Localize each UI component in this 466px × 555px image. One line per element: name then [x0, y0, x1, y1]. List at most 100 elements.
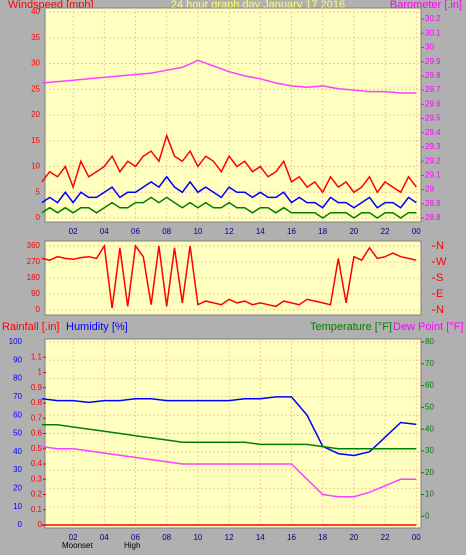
x-tick-label: 10: [193, 227, 202, 236]
y-tick-label: 90: [31, 289, 40, 298]
y-tick-label: 60: [13, 410, 22, 419]
rainfall-label: Rainfall [.in]: [2, 321, 59, 333]
y2-tick-label: W: [436, 256, 447, 268]
y2-tick-label: 40: [425, 424, 434, 433]
x-tick-label: 12: [225, 227, 234, 236]
x-tick-label: 04: [100, 227, 109, 236]
x-tick-label: 14: [256, 227, 265, 236]
x-tick-label: 06: [131, 533, 140, 542]
y2-tick-label: 28.8: [425, 213, 441, 222]
y2-tick-label: 29.6: [425, 99, 441, 108]
x-tick-label: 18: [318, 227, 327, 236]
y2-tick-label: 29.2: [425, 156, 441, 165]
x-tick-label: 14: [256, 533, 265, 542]
series-line: [41, 445, 417, 498]
x-tick-label: 08: [162, 533, 171, 542]
y-tick-label: 0: [18, 520, 23, 529]
x-tick-label: 12: [225, 533, 234, 542]
y2-tick-label: 50: [425, 402, 434, 411]
x-tick-label: 08: [162, 227, 171, 236]
y3-tick-label: 0.4: [31, 459, 43, 468]
y2-tick-label: S: [436, 272, 443, 284]
y3-tick-label: 0: [38, 520, 43, 529]
y2-tick-label: 30.1: [425, 28, 441, 37]
x-tick-label: 20: [349, 533, 358, 542]
y3-tick-label: 0.8: [31, 398, 43, 407]
x-tick-label: 16: [287, 533, 296, 542]
event-label: Moonset: [62, 541, 93, 550]
y-tick-label: 15: [31, 136, 40, 145]
x-tick-label: 20: [349, 227, 358, 236]
y3-tick-label: 1.1: [31, 352, 43, 361]
y2-tick-label: 20: [425, 468, 434, 477]
series-line: [41, 243, 417, 309]
y2-tick-label: 29: [425, 185, 434, 194]
y-tick-label: 40: [31, 7, 40, 16]
x-tick-label: 06: [131, 227, 140, 236]
y-tick-label: 50: [13, 429, 22, 438]
y-tick-label: 30: [31, 59, 40, 68]
y2-tick-label: 30.2: [425, 14, 441, 23]
x-tick-label: 10: [193, 533, 202, 542]
x-tick-label: 04: [100, 533, 109, 542]
y-tick-label: 70: [13, 392, 22, 401]
y-tick-label: 30: [13, 465, 22, 474]
dewpoint-label: Dew Point [°F]: [393, 321, 463, 333]
x-tick-label: 02: [69, 533, 78, 542]
y-tick-label: 10: [13, 502, 22, 511]
y2-tick-label: 29.4: [425, 128, 441, 137]
y3-tick-label: 0.1: [31, 505, 43, 514]
y-tick-label: 100: [9, 337, 23, 346]
y3-tick-label: 0.6: [31, 429, 43, 438]
y2-tick-label: N: [436, 240, 444, 252]
y2-tick-label: 80: [425, 337, 434, 346]
y-tick-label: 35: [31, 33, 40, 42]
y2-tick-label: 29.5: [425, 114, 441, 123]
series-line: [41, 424, 417, 450]
series-line: [41, 133, 417, 194]
y2-tick-label: 29.9: [425, 57, 441, 66]
y3-tick-label: 0.3: [31, 474, 43, 483]
y3-tick-label: 0.5: [31, 444, 43, 453]
y2-tick-label: 30: [425, 446, 434, 455]
y-tick-label: 10: [31, 162, 40, 171]
y2-tick-label: 29.8: [425, 71, 441, 80]
y-tick-label: 0: [36, 305, 41, 314]
x-tick-label: 00: [412, 227, 421, 236]
graph-title: 24 hour graph day January 17 2016: [171, 0, 345, 11]
y3-tick-label: 1: [38, 368, 43, 377]
y-tick-label: 0: [36, 213, 41, 222]
y-tick-label: 180: [27, 273, 41, 282]
humidity-label: Humidity [%]: [66, 321, 128, 333]
x-tick-label: 02: [69, 227, 78, 236]
x-tick-label: 18: [318, 533, 327, 542]
y-tick-label: 360: [27, 241, 41, 250]
y2-tick-label: 30: [425, 43, 434, 52]
series-line: [41, 175, 417, 209]
y2-tick-label: 0: [425, 511, 430, 520]
y2-tick-label: N: [436, 304, 444, 316]
y-tick-label: 25: [31, 84, 40, 93]
y-tick-label: 270: [27, 257, 41, 266]
y2-tick-label: 10: [425, 490, 434, 499]
y2-tick-label: 28.9: [425, 199, 441, 208]
y3-tick-label: 0.7: [31, 413, 43, 422]
series-line: [41, 59, 417, 94]
x-tick-label: 00: [412, 533, 421, 542]
x-tick-label: 16: [287, 227, 296, 236]
y-tick-label: 5: [36, 187, 41, 196]
barometer-label: Barometer [.in]: [390, 0, 462, 11]
y-tick-label: 80: [13, 374, 22, 383]
y2-tick-label: 29.3: [425, 142, 441, 151]
y-tick-label: 40: [13, 447, 22, 456]
series-line: [41, 196, 417, 219]
event-label: High: [124, 541, 140, 550]
y2-tick-label: 29.7: [425, 85, 441, 94]
windspeed-label: Windspeed [mph]: [8, 0, 94, 11]
y-tick-label: 90: [13, 355, 22, 364]
temperature-label: Temperature [°F]: [310, 321, 392, 333]
series-line: [41, 396, 417, 457]
x-tick-label: 22: [381, 227, 390, 236]
y2-tick-label: 60: [425, 381, 434, 390]
